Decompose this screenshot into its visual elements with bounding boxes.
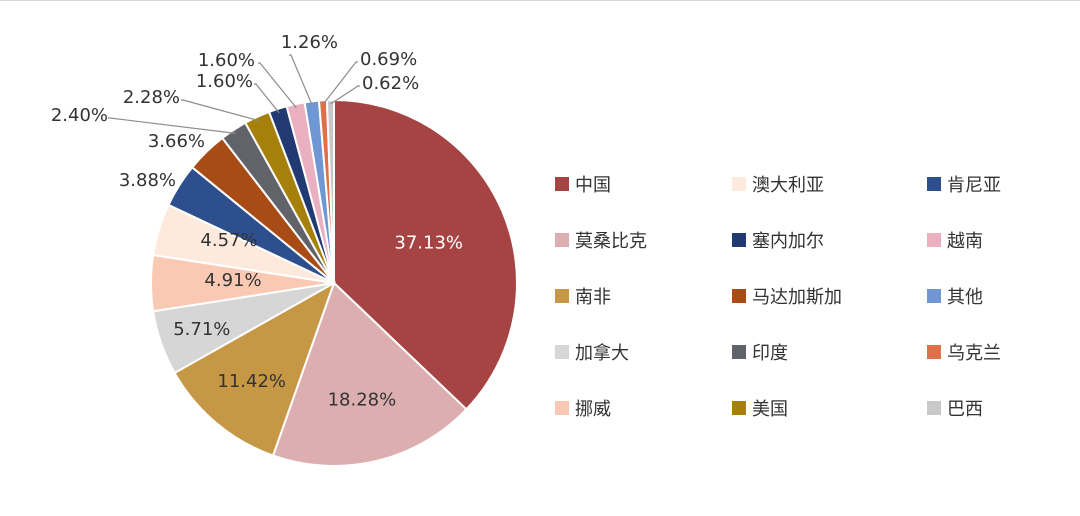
legend-label: 中国 xyxy=(575,175,611,196)
legend-label: 巴西 xyxy=(947,399,983,420)
top-divider xyxy=(0,0,1080,1)
slice-label-10: 2.28% xyxy=(123,87,180,108)
legend-swatch xyxy=(732,289,746,303)
legend-item-3-5: 巴西 xyxy=(927,399,983,420)
legend-label: 挪威 xyxy=(575,399,611,420)
legend-label: 莫桑比克 xyxy=(575,231,647,252)
slice-label-3: 11.42% xyxy=(217,371,286,392)
leader-line-13 xyxy=(289,54,313,106)
legend-label: 马达加斯加 xyxy=(752,287,842,308)
legend-label: 乌克兰 xyxy=(947,343,1001,364)
legend-item-3-2: 越南 xyxy=(927,231,983,252)
legend-swatch xyxy=(732,401,746,415)
leader-line-15 xyxy=(330,85,360,105)
slice-label-5: 4.91% xyxy=(204,270,261,291)
legend-item-1-4: 加拿大 xyxy=(555,342,629,364)
legend-label: 南非 xyxy=(575,287,611,308)
legend-swatch xyxy=(732,345,746,359)
legend-swatch xyxy=(927,177,941,191)
legend-item-1-1: 中国 xyxy=(555,175,611,196)
slice-label-11: 1.60% xyxy=(196,71,253,92)
legend-label: 塞内加尔 xyxy=(752,231,824,252)
legend-swatch xyxy=(927,345,941,359)
legend-label: 加拿大 xyxy=(575,342,629,364)
legend-label: 澳大利亚 xyxy=(752,175,824,196)
slice-labels: 37.13% 18.28% 11.42% 5.71% 4.91% 4.57% 3.88% 3.… xyxy=(51,32,463,411)
legend-swatch xyxy=(927,233,941,247)
leader-lines xyxy=(108,54,360,134)
legend-swatch xyxy=(555,289,569,303)
pie-slice-2 xyxy=(271,281,468,467)
leader-line-9 xyxy=(108,117,236,134)
legend-item-2-1: 澳大利亚 xyxy=(732,175,824,196)
slice-label-7: 3.88% xyxy=(119,170,176,191)
legend-label: 印度 xyxy=(752,343,788,364)
legend-swatch xyxy=(927,401,941,415)
legend-label: 肯尼亚 xyxy=(947,175,1001,196)
leader-line-12 xyxy=(258,62,297,109)
legend-item-1-3: 南非 xyxy=(555,287,611,308)
legend-label: 其他 xyxy=(947,287,983,308)
pie-slices xyxy=(149,98,518,467)
slice-label-8: 3.66% xyxy=(148,131,205,152)
slice-label-1: 37.13% xyxy=(394,233,463,254)
legend-swatch xyxy=(927,289,941,303)
legend-swatch xyxy=(555,233,569,247)
slice-label-15: 0.62% xyxy=(362,73,419,94)
legend-item-2-4: 印度 xyxy=(732,343,788,364)
legend-item-3-1: 肯尼亚 xyxy=(927,175,1001,196)
legend-item-1-5: 挪威 xyxy=(555,399,611,420)
legend-swatch xyxy=(555,345,569,359)
leader-line-10 xyxy=(181,99,259,122)
legend-item-3-3: 其他 xyxy=(927,287,983,308)
pie-slice-3 xyxy=(173,280,336,457)
slice-label-4: 5.71% xyxy=(173,319,230,340)
leader-line-11 xyxy=(254,83,280,114)
pie-slice-1 xyxy=(333,98,518,411)
legend-swatch xyxy=(555,177,569,191)
slice-label-12: 1.60% xyxy=(198,50,255,71)
legend-label: 越南 xyxy=(947,231,983,252)
slice-label-9: 2.40% xyxy=(51,105,108,126)
slice-label-13: 1.26% xyxy=(281,32,338,53)
legend-swatch xyxy=(555,401,569,415)
legend-item-2-3: 马达加斯加 xyxy=(732,287,842,308)
legend-item-2-2: 塞内加尔 xyxy=(732,231,824,252)
legend-item-3-4: 乌克兰 xyxy=(927,343,1001,364)
legend-swatch xyxy=(732,177,746,191)
legend-swatch xyxy=(732,233,746,247)
slice-label-6: 4.57% xyxy=(200,230,257,251)
legend-label: 美国 xyxy=(752,399,788,420)
leader-line-14 xyxy=(322,61,358,105)
slice-label-14: 0.69% xyxy=(360,49,417,70)
legend-item-1-2: 莫桑比克 xyxy=(555,231,647,252)
legend-item-2-5: 美国 xyxy=(732,399,788,420)
slice-label-2: 18.28% xyxy=(328,390,397,411)
